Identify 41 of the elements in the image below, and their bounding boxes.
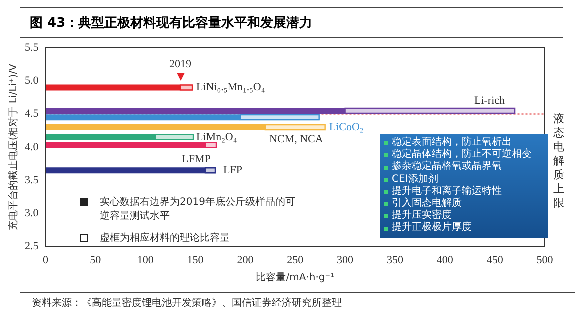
ref-line-label: 液态电解质上限 <box>552 112 564 210</box>
x-tick-label: 0 <box>43 254 49 266</box>
annotation: 2019 <box>170 58 192 71</box>
y-tick-label: 3.0 <box>25 208 40 220</box>
y-tick-label: 2.5 <box>25 240 40 253</box>
annotation: 稳定晶体结构，防止不可逆相变 <box>392 149 532 160</box>
y-tick-label: 3.5 <box>25 174 40 186</box>
annotation: 实心数据右边界为2019年底公斤级样品的可逆容量测试水平 <box>100 196 296 223</box>
series-label: LFP <box>223 164 242 176</box>
x-tick-label: 350 <box>386 254 404 266</box>
x-tick-label: 50 <box>90 254 102 266</box>
chart-title: 图 43：典型正极材料现有比容量水平和发展潜力 <box>29 14 313 32</box>
x-tick-label: 450 <box>486 254 504 266</box>
y-axis-title: 充电平台的截止电压(相对于 Li/Li⁺)/V <box>8 64 20 231</box>
y-tick-label: 5.5 <box>25 42 40 54</box>
series-label: LiMn₂O₄ <box>196 131 238 144</box>
annotation: 提升正极极片厚度 <box>392 222 472 235</box>
series-label: LiCoO₂ <box>329 121 364 134</box>
series-label: Li-rich <box>474 94 506 107</box>
x-tick-label: 300 <box>337 254 354 266</box>
x-tick-label: 200 <box>237 254 254 266</box>
y-tick-label: 4.5 <box>25 108 40 120</box>
series-label: LFMP <box>182 153 211 166</box>
annotation: CEI添加剂 <box>392 174 438 186</box>
x-tick-label: 400 <box>436 254 454 266</box>
annotation: 稳定表面结构，防止氧析出 <box>392 137 512 148</box>
x-tick-label: 500 <box>536 254 554 266</box>
x-tick-label: 250 <box>287 254 304 266</box>
y-tick-label: 4.0 <box>25 141 40 154</box>
annotation: 提升电子和离子输运特性 <box>392 186 502 198</box>
annotation: 掺杂稳定晶格氧或晶界氧 <box>392 161 502 174</box>
series-label: NCM, NCA <box>270 133 324 146</box>
annotation: 虚框为相应材料的理论比容量 <box>100 232 231 245</box>
x-axis-title: 比容量/mA·h·g⁻¹ <box>256 272 335 284</box>
x-tick-label: 150 <box>187 254 204 266</box>
x-tick-label: 100 <box>137 254 154 266</box>
text: 资料来源：《高能量密度锂电池开发策略》、国信证券经济研究所整理 <box>20 292 575 310</box>
series-label: LiNi₀.₅Mn₁.₅O₄ <box>196 82 266 94</box>
annotation: 提升压实密度 <box>392 210 452 222</box>
y-tick-label: 5.0 <box>25 75 40 88</box>
annotation: 引入固态电解质 <box>392 198 462 210</box>
